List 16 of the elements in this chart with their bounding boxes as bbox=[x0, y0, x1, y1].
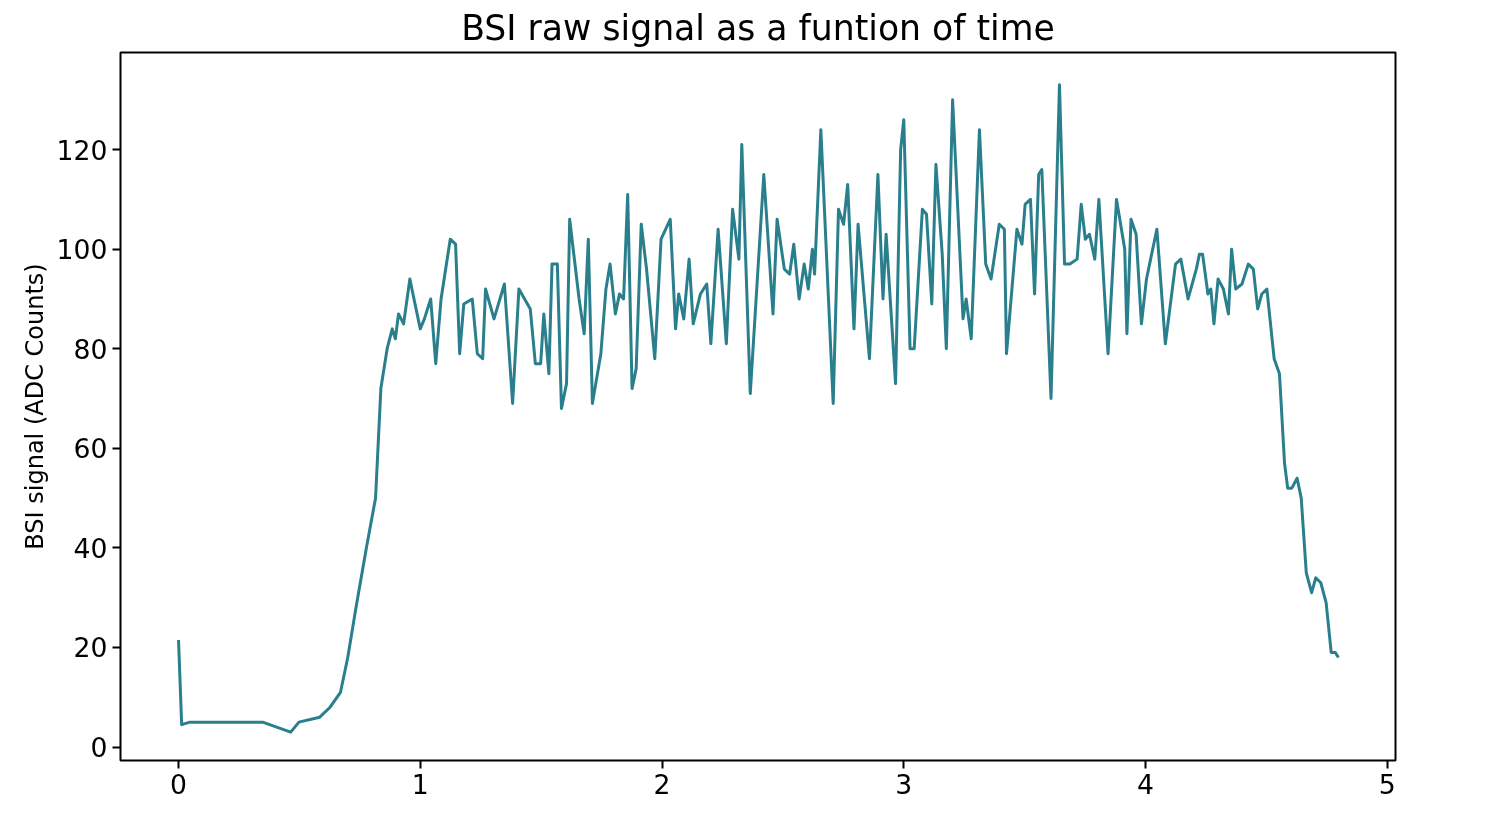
x-tick-label: 4 bbox=[1137, 768, 1155, 800]
y-tick-label: 80 bbox=[73, 333, 108, 365]
y-tick-label: 120 bbox=[56, 134, 108, 166]
x-tick-label: 3 bbox=[895, 768, 913, 800]
x-tick-label: 1 bbox=[411, 768, 429, 800]
x-tick-label: 0 bbox=[170, 768, 188, 800]
x-tick-label: 2 bbox=[653, 768, 671, 800]
y-tick-label: 60 bbox=[73, 433, 108, 465]
chart-title: BSI raw signal as a funtion of time bbox=[461, 7, 1055, 48]
y-tick-label: 100 bbox=[56, 234, 108, 266]
y-axis-title: BSI signal (ADC Counts) bbox=[20, 263, 49, 550]
y-tick-label: 40 bbox=[73, 532, 108, 564]
y-tick-label: 0 bbox=[90, 732, 108, 764]
x-tick-label: 5 bbox=[1378, 768, 1396, 800]
y-tick-label: 20 bbox=[73, 632, 108, 664]
line-series bbox=[177, 83, 1340, 734]
